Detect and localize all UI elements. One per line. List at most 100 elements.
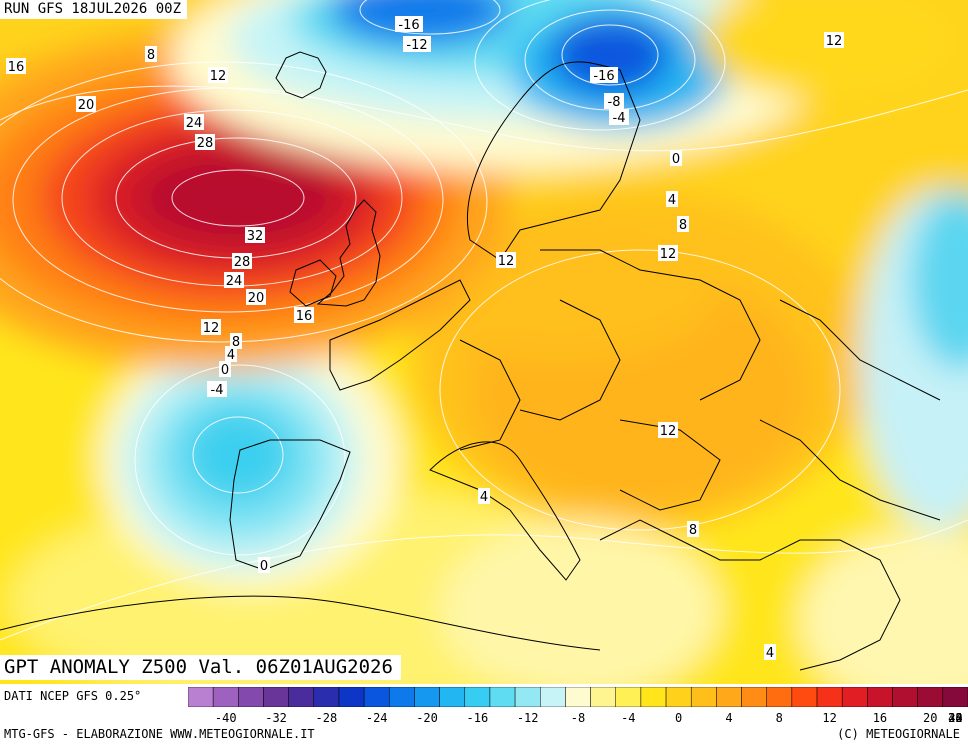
colorbar-tick-label: -24 — [365, 711, 388, 725]
contour-label-bg — [232, 253, 252, 269]
contour-label-bg — [403, 36, 431, 52]
colorbar-tick-label: 20 — [923, 711, 938, 725]
contour-label: 16 — [296, 309, 313, 324]
contour-label-bg — [658, 245, 678, 261]
colorbar-swatch — [187, 686, 214, 708]
contour-label: 8 — [679, 218, 687, 233]
contour-label-bg — [219, 361, 231, 377]
contour-label-bg — [145, 46, 157, 62]
colorbar-tick-label: 12 — [822, 711, 837, 725]
contour-label: 4 — [227, 348, 235, 363]
contour-label: -16 — [593, 69, 614, 84]
colorbar-swatch — [892, 686, 918, 708]
colorbar-swatch — [439, 686, 466, 708]
colorbar-swatch — [363, 686, 390, 708]
colorbar-swatch — [816, 686, 843, 708]
run-label: RUN GFS 18JUL2026 00Z — [0, 0, 188, 19]
credit-right: (C) METEOGIORNALE — [837, 727, 960, 741]
contour-label-bg — [184, 114, 204, 130]
contour-label: 0 — [672, 152, 680, 167]
contour-label-bg — [496, 252, 516, 268]
colorbar: -40 -32 -28 -24 -20 -16 -12 -8 -4 0 4 8 12 16 20 24 28 32… — [187, 686, 968, 725]
contour-label: 24 — [186, 116, 203, 131]
contour-label-bg — [609, 109, 629, 125]
colorbar-swatch — [665, 686, 692, 708]
contour-label-bg — [687, 521, 699, 537]
data-source-label: DATI NCEP GFS 0.25° — [4, 689, 142, 703]
contour-label: -12 — [406, 38, 427, 53]
colorbar-tick-label: 40 — [948, 711, 963, 725]
anomaly-field — [0, 0, 968, 684]
contour-label-bg — [670, 150, 682, 166]
colorbar-swatch — [766, 686, 793, 708]
colorbar-swatch — [590, 686, 616, 708]
colorbar-swatches — [187, 686, 968, 708]
contour-label-bg — [6, 58, 26, 74]
contour-label: -4 — [211, 383, 224, 398]
contour-label: 12 — [660, 424, 677, 439]
colorbar-tick-label: -12 — [516, 711, 539, 725]
contour-label-bg — [208, 67, 228, 83]
contour-label-bg — [225, 346, 237, 362]
contour-label: 12 — [203, 321, 220, 336]
contour-label: 20 — [248, 291, 265, 306]
contour-label: 32 — [247, 229, 264, 244]
contour-label: 4 — [480, 490, 488, 505]
legend-footer: DATI NCEP GFS 0.25° -40 -32 -28 -24 -20 -16 -1… — [0, 684, 968, 745]
colorbar-swatch — [464, 686, 491, 708]
colorbar-swatch — [238, 686, 264, 708]
colorbar-tick-label: -40 — [214, 711, 237, 725]
contour-value-labels: -16-12-16-8-4048121216812202428322824201… — [6, 16, 844, 661]
contour-label-bg — [195, 134, 215, 150]
colorbar-swatch — [263, 686, 289, 708]
contour-label: 12 — [660, 247, 677, 262]
contour-label: 16 — [8, 60, 25, 75]
colorbar-swatch — [867, 686, 893, 708]
contour-label-bg — [604, 93, 624, 109]
colorbar-swatch — [514, 686, 541, 708]
colorbar-swatch — [338, 686, 365, 708]
anomaly-map: -16-12-16-8-4048121216812202428322824201… — [0, 0, 968, 684]
colorbar-tick-label: 0 — [675, 711, 683, 725]
colorbar-swatch — [791, 686, 818, 708]
colorbar-tick-label: -28 — [315, 711, 338, 725]
contour-label-bg — [478, 488, 490, 504]
colorbar-swatch — [489, 686, 516, 708]
contour-label: -4 — [613, 111, 626, 126]
colorbar-tick-label: 4 — [725, 711, 733, 725]
colorbar-swatch — [942, 686, 968, 708]
colorbar-swatch — [841, 686, 868, 708]
contour-label-bg — [764, 644, 776, 660]
colorbar-tick-label: -16 — [466, 711, 489, 725]
contour-label-bg — [294, 307, 314, 323]
contour-label: 20 — [78, 98, 95, 113]
contour-lines — [0, 0, 968, 640]
contour-label: 0 — [221, 363, 229, 378]
colorbar-swatch — [389, 686, 415, 708]
colorbar-swatch — [741, 686, 767, 708]
contour-label-bg — [590, 67, 618, 83]
contour-label: 4 — [766, 646, 774, 661]
colorbar-swatch — [313, 686, 340, 708]
colorbar-tick-label: 8 — [775, 711, 783, 725]
contour-label-bg — [658, 422, 678, 438]
contour-label: 12 — [826, 34, 843, 49]
colorbar-swatch — [414, 686, 440, 708]
colorbar-tick-label: -20 — [416, 711, 438, 725]
credit-left: MTG-GFS - ELABORAZIONE WWW.METEOGIORNALE… — [4, 727, 315, 741]
contour-label: 12 — [210, 69, 227, 84]
colorbar-tick-label: 28 — [948, 711, 963, 725]
colorbar-swatch — [565, 686, 591, 708]
contour-label-bg — [824, 32, 844, 48]
coastlines-and-borders — [0, 51, 941, 671]
colorbar-tick-label: -4 — [621, 711, 636, 725]
contour-label: 0 — [260, 559, 268, 574]
contour-label-bg — [207, 381, 227, 397]
contour-label: -16 — [398, 18, 419, 33]
contour-label: 12 — [498, 254, 515, 269]
contour-label-bg — [677, 216, 689, 232]
contour-label-bg — [76, 96, 96, 112]
colorbar-tick-label: 16 — [872, 711, 888, 725]
contour-label: 8 — [689, 523, 697, 538]
